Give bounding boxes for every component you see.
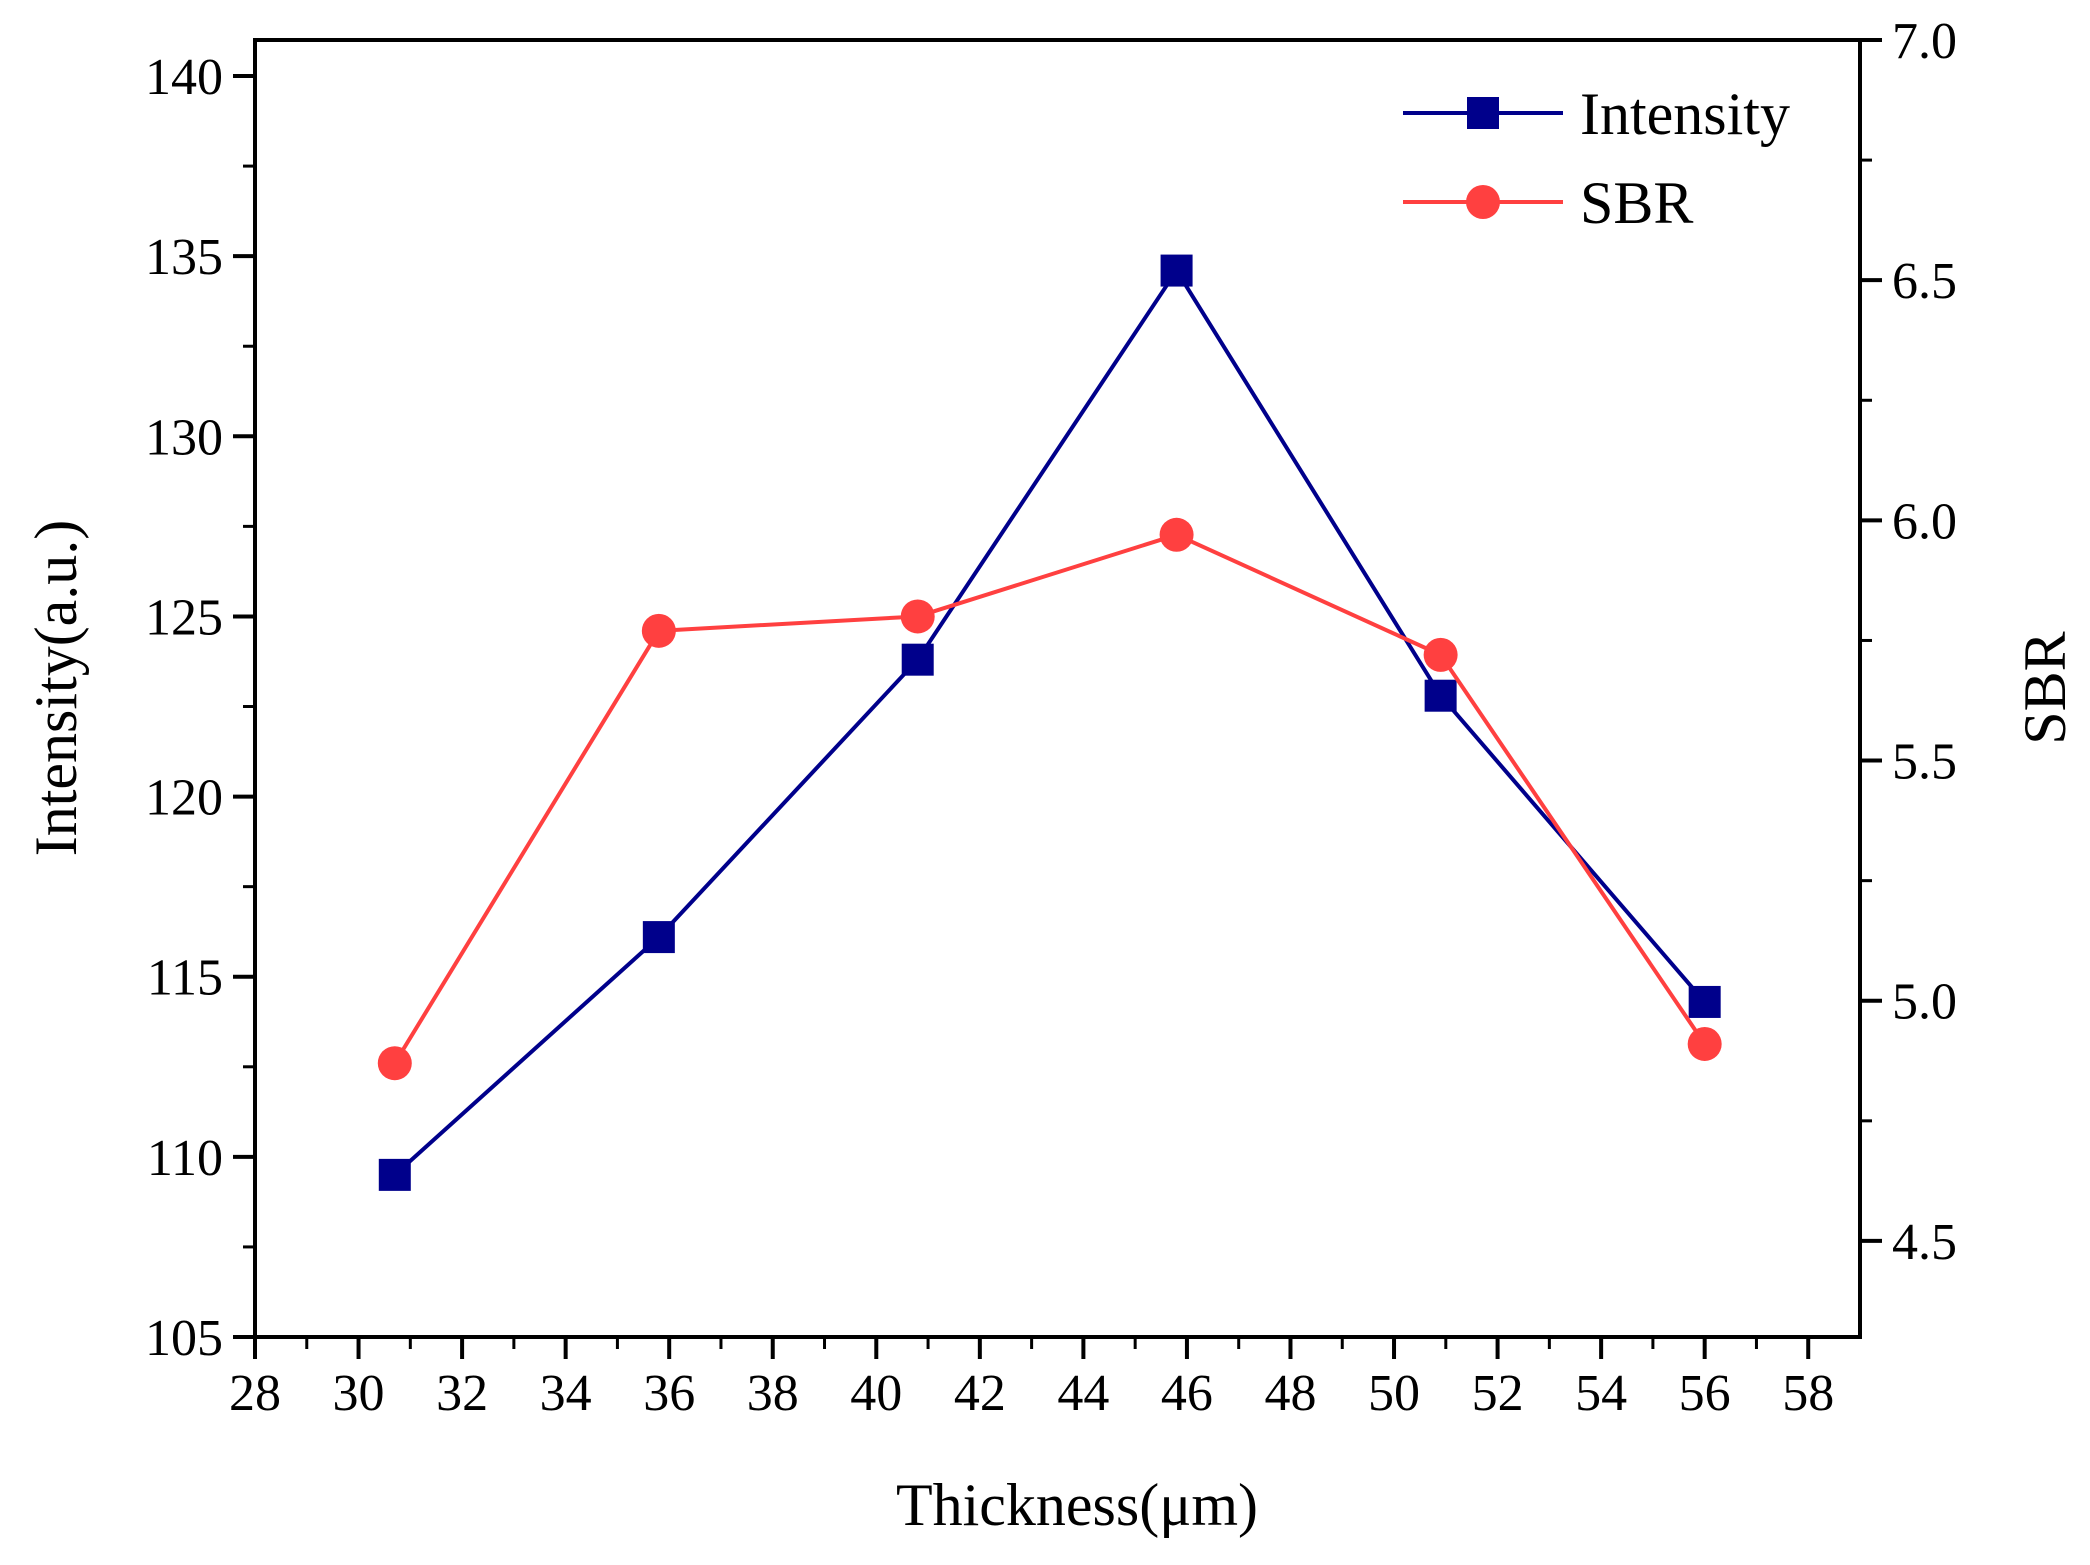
plot-frame — [253, 38, 1862, 1339]
y-tick-label: 140 — [145, 49, 223, 106]
x-tick-label: 48 — [1264, 1365, 1316, 1422]
data-point-intensity — [1160, 254, 1193, 287]
data-point-sbr — [1687, 1026, 1722, 1061]
x-tick-label: 30 — [333, 1365, 385, 1422]
legend-marker-sbr — [1466, 185, 1500, 219]
x-tick-label: 54 — [1575, 1365, 1627, 1422]
y-axis-ticks: 105 110 115 120 125 130 135 140 — [145, 49, 255, 1367]
x-tick-label: 52 — [1472, 1365, 1524, 1422]
x-tick-label: 36 — [643, 1365, 695, 1422]
y2-tick-label: 6.5 — [1892, 253, 1957, 310]
y-tick-label: 110 — [147, 1130, 223, 1187]
x-tick-label: 34 — [540, 1365, 592, 1422]
series-line-intensity — [393, 268, 1707, 1177]
y-tick-label: 105 — [145, 1310, 223, 1367]
data-point-intensity — [642, 921, 675, 954]
x-axis-ticks: 28 30 32 34 36 38 40 42 44 46 48 50 52 54 56 58 — [229, 1337, 1834, 1422]
data-point-intensity — [1688, 985, 1721, 1018]
x-axis-title: Thickness(μm) — [896, 1472, 1258, 1538]
data-point-intensity — [1424, 679, 1457, 712]
data-point-sbr — [377, 1046, 412, 1081]
x-tick-label: 38 — [747, 1365, 799, 1422]
y-tick-label: 130 — [145, 409, 223, 466]
data-point-intensity — [378, 1158, 411, 1191]
y2-tick-label: 4.5 — [1892, 1214, 1957, 1271]
y2-axis-ticks: 4.5 5.0 5.5 6.0 6.5 7.0 — [1860, 13, 1957, 1271]
legend-marker-intensity — [1467, 97, 1499, 129]
y2-tick-label: 5.5 — [1892, 734, 1957, 791]
y2-axis-title: SBR — [2012, 631, 2078, 744]
y-tick-label: 120 — [145, 770, 223, 827]
data-point-sbr — [1159, 517, 1194, 552]
series-line-sbr — [393, 532, 1707, 1065]
x-tick-label: 40 — [850, 1365, 902, 1422]
series-layer — [377, 254, 1722, 1191]
x-tick-label: 32 — [436, 1365, 488, 1422]
legend-label-intensity: Intensity — [1580, 81, 1790, 147]
y-tick-label: 115 — [147, 950, 223, 1007]
y-tick-label: 135 — [145, 229, 223, 286]
data-point-intensity — [901, 643, 934, 676]
y-tick-label: 125 — [145, 589, 223, 646]
y2-tick-label: 6.0 — [1892, 493, 1957, 550]
data-point-sbr — [900, 599, 935, 634]
legend: Intensity SBR — [1403, 81, 1790, 236]
legend-label-sbr: SBR — [1580, 170, 1693, 236]
y-axis-title: Intensity(a.u.) — [23, 520, 89, 857]
y2-tick-label: 5.0 — [1892, 974, 1957, 1031]
data-point-sbr — [641, 613, 676, 648]
x-tick-label: 50 — [1368, 1365, 1420, 1422]
x-tick-label: 56 — [1679, 1365, 1731, 1422]
x-tick-label: 28 — [229, 1365, 281, 1422]
x-tick-label: 44 — [1057, 1365, 1109, 1422]
x-tick-label: 58 — [1782, 1365, 1834, 1422]
x-tick-label: 42 — [954, 1365, 1006, 1422]
data-point-sbr — [1423, 637, 1458, 672]
y2-tick-label: 7.0 — [1892, 13, 1957, 70]
x-tick-label: 46 — [1161, 1365, 1213, 1422]
